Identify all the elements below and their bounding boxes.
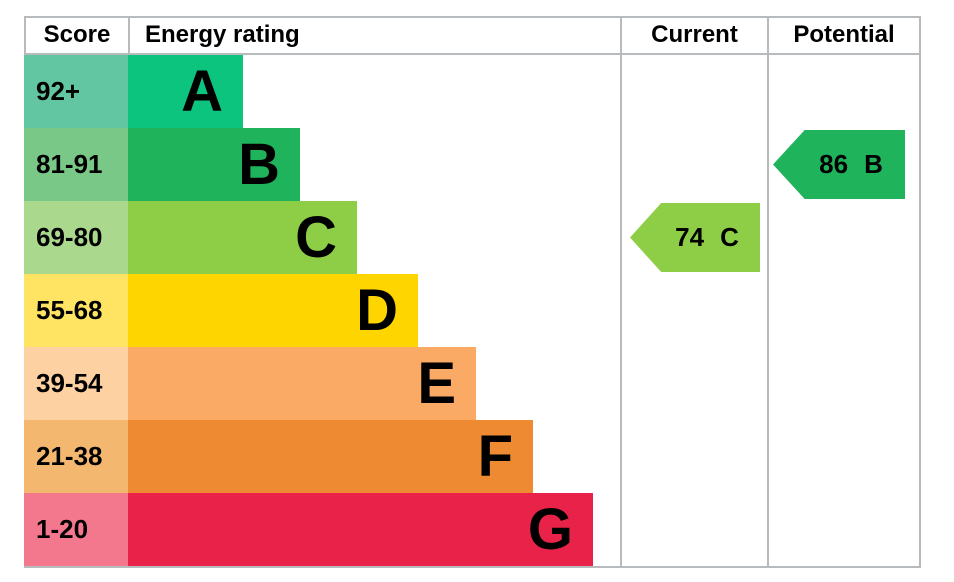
band-row-e: 39-54 E (24, 347, 614, 420)
score-range-a: 92+ (24, 55, 128, 128)
band-row-d: 55-68 D (24, 274, 614, 347)
current-rating-value: 74 (675, 222, 705, 252)
band-bar-d: D (128, 274, 418, 347)
band-letter-c: C (295, 205, 337, 270)
current-rating-arrow: 74 C (630, 203, 760, 272)
band-letter-d: D (356, 278, 398, 343)
table-right-border (919, 16, 921, 568)
band-bar-c: C (128, 201, 357, 274)
score-range-c: 69-80 (24, 201, 128, 274)
current-column-header: Current (651, 21, 738, 48)
band-bar-e: E (128, 347, 476, 420)
band-letter-f: F (477, 424, 513, 489)
potential-rating-band: B (864, 149, 883, 179)
band-row-b: 81-91 B (24, 128, 614, 201)
score-range-g: 1-20 (24, 493, 128, 566)
band-bar-b: B (128, 128, 300, 201)
band-letter-a: A (181, 59, 223, 124)
score-range-f: 21-38 (24, 420, 128, 493)
band-bar-g: G (128, 493, 593, 566)
score-range-b: 81-91 (24, 128, 128, 201)
band-letter-g: G (527, 497, 573, 562)
energy-rating-column-header: Energy rating (145, 21, 300, 48)
band-row-c: 69-80 C (24, 201, 614, 274)
header-underline (24, 53, 921, 55)
score-column-header: Score (43, 21, 111, 48)
score-range-e: 39-54 (24, 347, 128, 420)
score-header-left-border (24, 16, 26, 55)
score-header-right-border (128, 16, 130, 55)
band-bar-a: A (128, 55, 243, 128)
band-letter-e: E (417, 351, 456, 416)
band-letter-b: B (238, 132, 280, 197)
band-row-g: 1-20 G (24, 493, 614, 566)
score-range-d: 55-68 (24, 274, 128, 347)
band-row-a: 92+ A (24, 55, 614, 128)
band-bar-f: F (128, 420, 533, 493)
potential-column-header: Potential (793, 21, 895, 48)
current-column-divider (620, 16, 622, 568)
band-row-f: 21-38 F (24, 420, 614, 493)
table-top-border (24, 16, 921, 18)
current-rating-band: C (720, 222, 739, 252)
potential-rating-value: 86 (819, 149, 849, 179)
table-bottom-border (24, 566, 921, 568)
potential-rating-arrow: 86 B (773, 130, 905, 199)
potential-column-divider (767, 16, 769, 568)
